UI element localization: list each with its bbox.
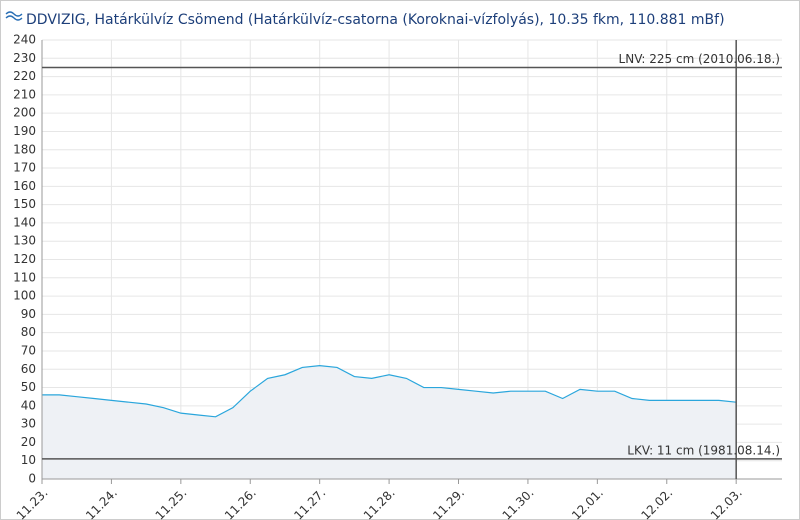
y-tick-label: 30 <box>21 417 36 431</box>
line <box>42 364 737 418</box>
y-tick-label: 210 <box>13 87 36 101</box>
y-tick-label: 180 <box>13 142 36 156</box>
y-tick-label: 10 <box>21 453 36 467</box>
y-tick-label: 20 <box>21 435 36 449</box>
y-tick-label: 190 <box>13 124 36 138</box>
y-tick-label: 160 <box>13 179 36 193</box>
y-tick-label: 80 <box>21 325 36 339</box>
y-tick-label: 0 <box>28 472 36 486</box>
y-tick-label: 120 <box>13 252 36 266</box>
y-tick-label: 230 <box>13 51 36 65</box>
y-tick-label: 170 <box>13 161 36 175</box>
chart-title: DDVIZIG, Határkülvíz Csömend (Határkülví… <box>26 12 725 28</box>
y-tick-label: 40 <box>21 398 36 412</box>
y-tick-label: 110 <box>13 270 36 284</box>
y-tick-label: 150 <box>13 197 36 211</box>
reference-label: LKV: 11 cm (1981.08.14.) <box>627 443 780 457</box>
y-tick-label: 100 <box>13 289 36 303</box>
logo <box>5 11 23 21</box>
y-tick-label: 50 <box>21 380 36 394</box>
y-tick-label: 220 <box>13 69 36 83</box>
y-tick-label: 140 <box>13 215 36 229</box>
y-tick-label: 60 <box>21 362 36 376</box>
y-tick-label: 240 <box>13 33 36 47</box>
reference-label: LNV: 225 cm (2010.06.18.) <box>619 52 780 66</box>
y-tick-label: 70 <box>21 343 36 357</box>
y-tick-label: 90 <box>21 307 36 321</box>
y-tick-label: 200 <box>13 106 36 120</box>
area <box>42 365 737 479</box>
y-tick-label: 130 <box>13 234 36 248</box>
